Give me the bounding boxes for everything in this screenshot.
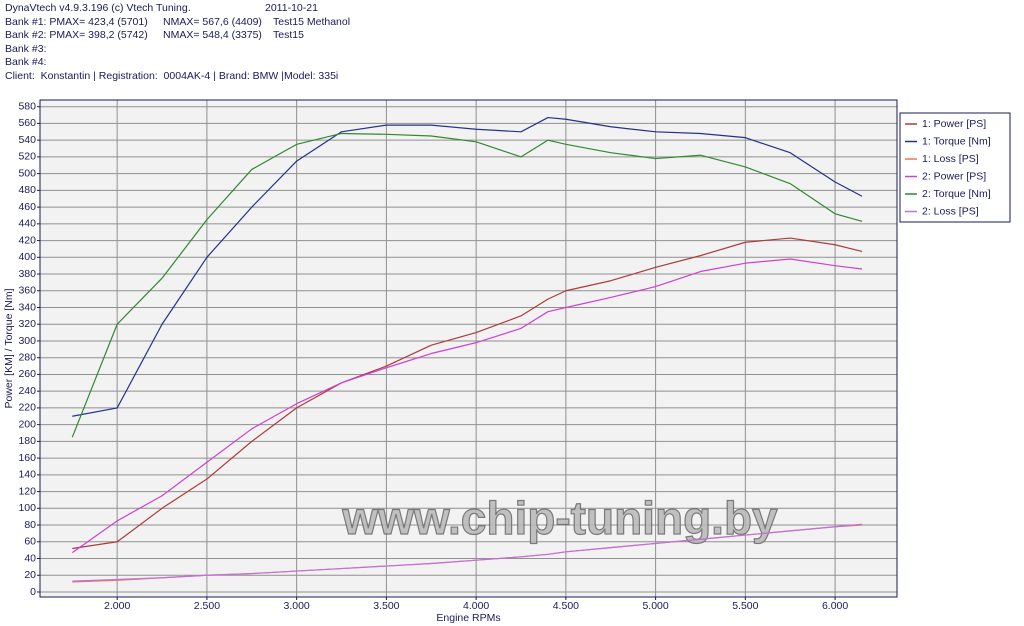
y-tick-label: 520 bbox=[18, 151, 36, 163]
legend-label: 1: Torque [Nm] bbox=[922, 135, 991, 147]
y-tick-label: 240 bbox=[18, 385, 36, 397]
series-line bbox=[71, 258, 863, 554]
x-tick-label: 4.000 bbox=[463, 600, 489, 612]
y-tick-label: 480 bbox=[18, 184, 36, 196]
bank-info: NMAX= 567,6 (4409) bbox=[163, 15, 262, 28]
y-tick-label: 440 bbox=[18, 218, 36, 230]
bank-info: Test15 bbox=[273, 29, 304, 42]
y-tick-label: 200 bbox=[18, 418, 36, 430]
y-tick-label: 560 bbox=[18, 117, 36, 129]
legend-label: 2: Power [PS] bbox=[922, 170, 986, 182]
y-tick-label: 60 bbox=[24, 536, 36, 548]
y-tick-label: 420 bbox=[18, 234, 36, 246]
legend-label: 1: Loss [PS] bbox=[922, 153, 979, 165]
y-tick-label: 280 bbox=[18, 351, 36, 363]
y-tick-label: 220 bbox=[18, 402, 36, 414]
x-tick-label: 5.500 bbox=[732, 600, 758, 612]
y-tick-label: 40 bbox=[24, 552, 36, 564]
y-tick-label: 340 bbox=[18, 301, 36, 313]
client-info: Client: Konstantin | Registration: 0004A… bbox=[5, 70, 339, 82]
y-tick-label: 400 bbox=[18, 251, 36, 263]
watermark: www.chip-tuning.by bbox=[341, 492, 778, 544]
app-title: DynaVtech v4.9.3.196 (c) Vtech Tuning. bbox=[5, 2, 191, 14]
y-tick-label: 380 bbox=[18, 268, 36, 280]
y-tick-label: 320 bbox=[18, 318, 36, 330]
plot-border bbox=[39, 99, 898, 598]
y-tick-label: 80 bbox=[24, 519, 36, 531]
x-tick-label: 2.000 bbox=[104, 600, 130, 612]
y-tick-label: 140 bbox=[18, 469, 36, 481]
bank-info: NMAX= 548,4 (3375) bbox=[163, 29, 262, 42]
y-tick-label: 160 bbox=[18, 452, 36, 464]
series-line bbox=[71, 132, 863, 438]
x-tick-label: 5.000 bbox=[642, 600, 668, 612]
date: 2011-10-21 bbox=[265, 2, 318, 14]
y-tick-label: 360 bbox=[18, 285, 36, 297]
y-tick-label: 0 bbox=[30, 586, 36, 598]
series-line bbox=[72, 237, 863, 550]
legend-label: 2: Torque [Nm] bbox=[922, 188, 991, 200]
legend-label: 1: Power [PS] bbox=[922, 118, 986, 130]
y-tick-label: 460 bbox=[18, 201, 36, 213]
x-axis-label: Engine RPMs bbox=[436, 612, 500, 624]
series-line bbox=[72, 116, 863, 417]
y-tick-label: 540 bbox=[18, 134, 36, 146]
y-axis-label: Power [KM] / Torque [Nm] bbox=[3, 288, 15, 408]
y-tick-label: 300 bbox=[18, 335, 36, 347]
y-tick-label: 500 bbox=[18, 167, 36, 179]
plot-area bbox=[40, 100, 897, 597]
bank-info: Bank #3: bbox=[5, 42, 47, 55]
legend-box bbox=[899, 112, 1011, 223]
x-tick-label: 6.000 bbox=[822, 600, 848, 612]
x-tick-label: 2.500 bbox=[194, 600, 220, 612]
bank-info: Bank #2: PMAX= 398,2 (5742) bbox=[5, 29, 148, 42]
bank-info: Bank #4: bbox=[5, 56, 47, 69]
x-tick-label: 4.500 bbox=[553, 600, 579, 612]
y-tick-label: 20 bbox=[24, 569, 36, 581]
legend-label: 2: Loss [PS] bbox=[922, 205, 979, 217]
y-tick-label: 120 bbox=[18, 485, 36, 497]
x-tick-label: 3.000 bbox=[284, 600, 310, 612]
bank-info: Bank #1: PMAX= 423,4 (5701) bbox=[5, 15, 148, 28]
x-tick-label: 3.500 bbox=[373, 600, 399, 612]
bank-info: Test15 Methanol bbox=[273, 15, 351, 28]
y-tick-label: 180 bbox=[18, 435, 36, 447]
y-tick-label: 260 bbox=[18, 368, 36, 380]
y-tick-label: 100 bbox=[18, 502, 36, 514]
series-line bbox=[72, 523, 863, 582]
y-tick-label: 580 bbox=[18, 100, 36, 112]
